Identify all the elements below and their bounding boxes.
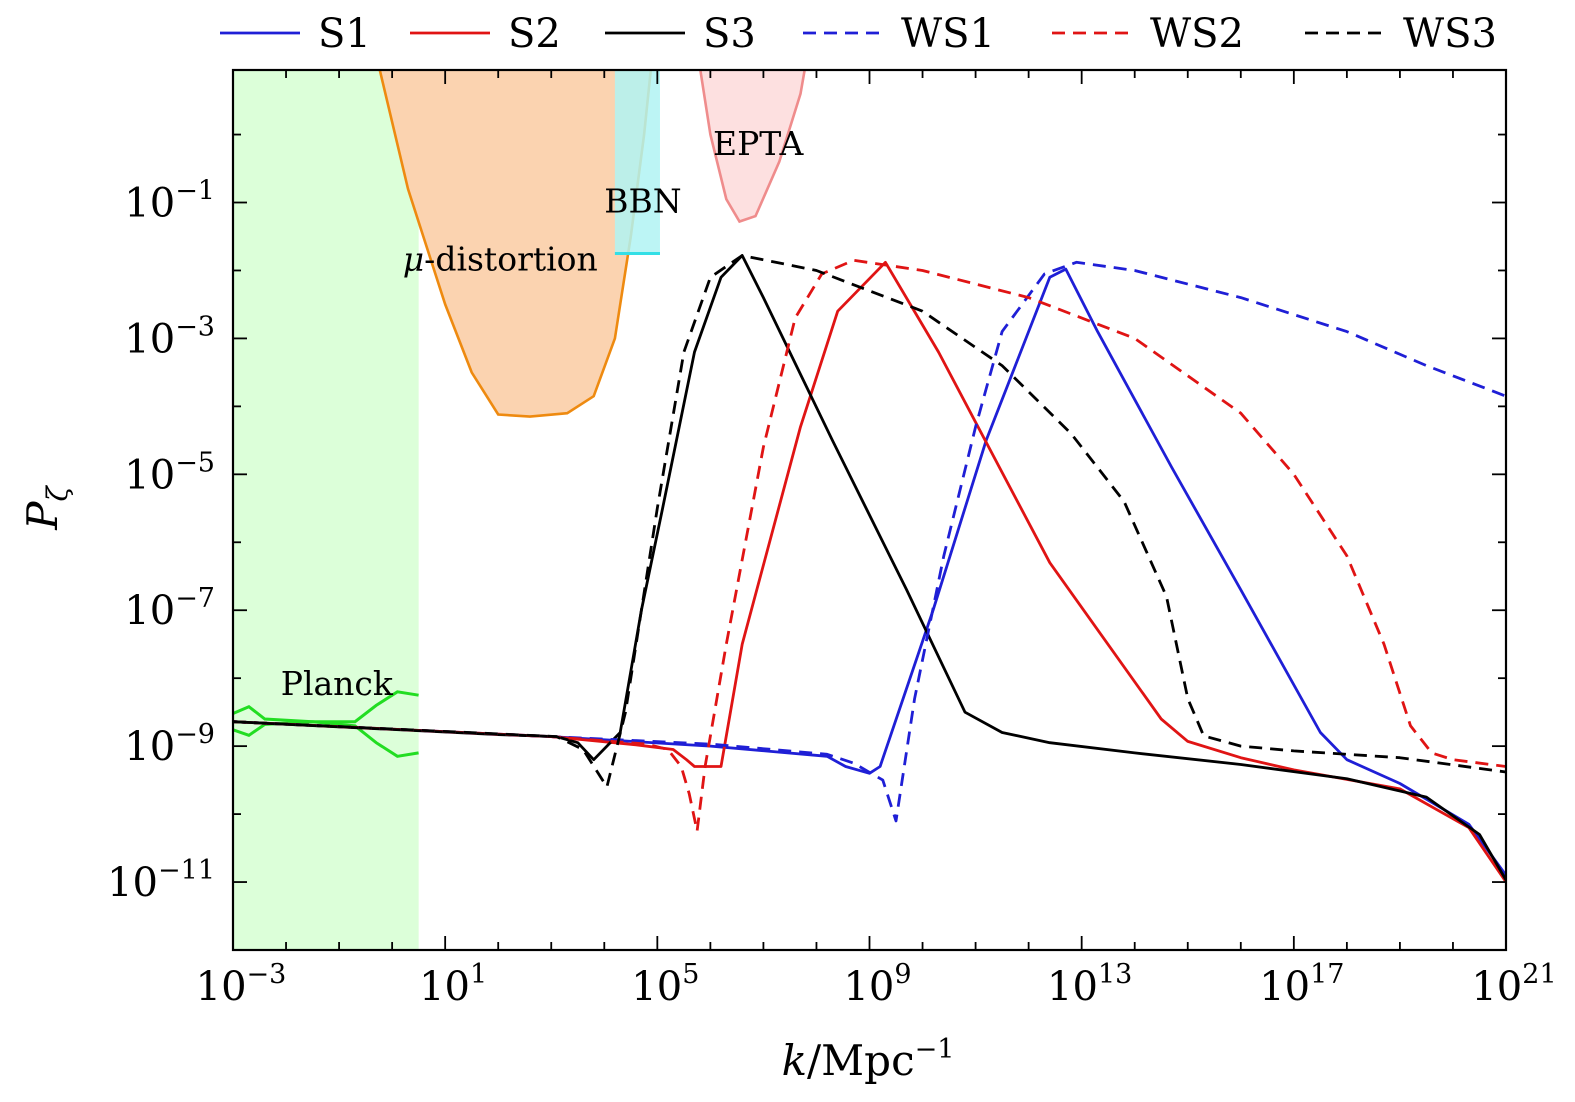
x-axis-label: k/Mpc−1 [782,1034,955,1085]
y-tick-label: 10−11 [107,855,215,906]
x-tick-label: 1021 [1471,959,1556,1010]
y-tick-label: 10−5 [124,447,215,498]
x-tick-label: 101 [419,959,487,1010]
legend-label-s2: S2 [508,11,561,57]
axis-ticks: 10−3 101 105 109 1013 1017 1021 10−1 10−3 10−5 10−… [107,70,1557,1010]
series-line-ws2 [233,258,1506,833]
legend-label-ws1: WS1 [901,11,995,57]
y-tick-label: 10−9 [124,719,215,770]
legend-label-s1: S1 [318,11,371,57]
series-line-s2 [233,260,1506,883]
axis-labels: k/Mpc−1 Pζ [18,484,954,1085]
epta-label: EPTA [713,124,804,163]
series-lines [233,254,1506,883]
series-line-s1 [233,267,1506,877]
y-tick-label: 10−1 [124,176,215,227]
planck-lower-bound [233,720,419,758]
region-labels: Planck BBN EPTA μ-distortion [281,124,805,703]
epta-boundary [699,70,806,224]
y-tick-label: 10−3 [124,311,215,362]
series-line-ws3 [233,254,1506,789]
planck-label: Planck [281,664,394,703]
bbn-label: BBN [604,182,681,221]
mu-distortion-label: μ-distortion [403,239,598,278]
legend-label-s3: S3 [703,11,756,57]
legend-label-ws3: WS3 [1403,11,1497,57]
x-tick-label: 105 [631,959,699,1010]
x-tick-label: 1017 [1259,959,1344,1010]
y-axis-label: Pζ [18,484,74,530]
x-tick-label: 109 [843,959,911,1010]
legend: S1 S2 S3 WS1 WS2 WS3 [220,11,1497,57]
x-tick-label: 10−3 [196,959,287,1010]
bbn-region [614,70,660,254]
series-line-ws1 [233,260,1506,823]
x-tick-label: 1013 [1047,959,1132,1010]
epta-region [700,70,805,222]
planck-upper-bound [233,690,419,724]
y-tick-label: 10−7 [124,583,215,634]
planck-region [233,70,419,950]
legend-label-ws2: WS2 [1150,11,1244,57]
mu-distortion-region [379,70,651,417]
constraint-regions [233,70,806,950]
series-line-s3 [233,254,1506,881]
